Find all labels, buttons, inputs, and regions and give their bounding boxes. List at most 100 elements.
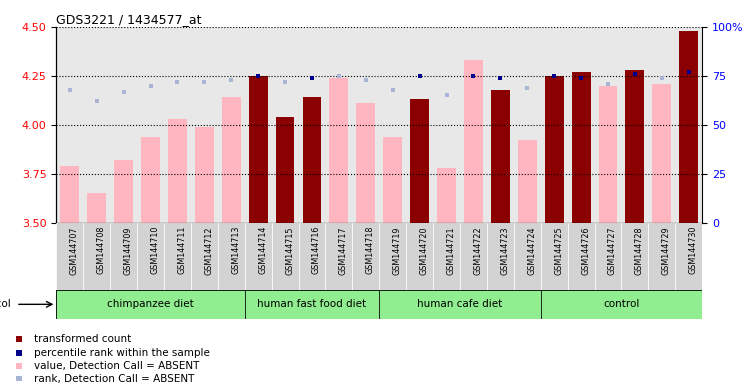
Text: GSM144721: GSM144721 [447, 226, 456, 275]
Bar [544, 76, 563, 223]
Bar [272, 223, 299, 290]
Text: GSM144720: GSM144720 [420, 226, 429, 275]
Bar [648, 27, 675, 223]
Bar [218, 27, 245, 223]
Bar [572, 72, 590, 223]
Bar [568, 27, 595, 223]
Bar [330, 78, 348, 223]
Bar [137, 27, 164, 223]
Bar [460, 27, 487, 223]
Text: GDS3221 / 1434577_at: GDS3221 / 1434577_at [56, 13, 202, 26]
Bar [299, 223, 325, 290]
Text: GSM144713: GSM144713 [231, 226, 240, 275]
Bar [622, 223, 648, 290]
Bar [164, 27, 191, 223]
Bar [622, 27, 648, 223]
Bar [514, 223, 541, 290]
Bar [491, 89, 510, 223]
Bar [110, 27, 137, 223]
Text: GSM144722: GSM144722 [473, 226, 482, 275]
Text: GSM144710: GSM144710 [150, 226, 159, 275]
Bar [379, 223, 406, 290]
Bar [110, 223, 137, 290]
Bar [406, 223, 433, 290]
Text: protocol: protocol [0, 299, 11, 310]
Bar [164, 223, 191, 290]
Text: GSM144707: GSM144707 [70, 226, 79, 275]
Bar [191, 223, 218, 290]
Text: GSM144708: GSM144708 [97, 226, 106, 275]
Bar [568, 223, 595, 290]
Bar [352, 223, 379, 290]
Bar [83, 223, 110, 290]
Text: GSM144723: GSM144723 [500, 226, 509, 275]
Text: GSM144709: GSM144709 [124, 226, 133, 275]
Bar [433, 27, 460, 223]
Bar [675, 223, 702, 290]
Bar [352, 27, 379, 223]
Bar [141, 137, 160, 223]
Bar [87, 194, 106, 223]
Bar [325, 223, 352, 290]
Text: GSM144725: GSM144725 [554, 226, 563, 275]
Bar [541, 290, 702, 319]
Text: GSM144727: GSM144727 [608, 226, 617, 275]
Bar [410, 99, 429, 223]
Bar [303, 98, 321, 223]
Bar [245, 27, 272, 223]
Bar [276, 117, 294, 223]
Text: GSM144730: GSM144730 [689, 226, 698, 275]
Text: GSM144716: GSM144716 [312, 226, 321, 275]
Bar [599, 86, 617, 223]
Bar [83, 27, 110, 223]
Bar [487, 223, 514, 290]
Bar [595, 27, 622, 223]
Text: transformed count: transformed count [34, 334, 131, 344]
Bar [272, 27, 299, 223]
Bar [299, 27, 325, 223]
Bar [325, 27, 352, 223]
Bar [653, 84, 671, 223]
Text: GSM144715: GSM144715 [285, 226, 294, 275]
Text: control: control [603, 299, 640, 310]
Text: chimpanzee diet: chimpanzee diet [107, 299, 194, 310]
Text: GSM144726: GSM144726 [581, 226, 590, 275]
Text: GSM144717: GSM144717 [339, 226, 348, 275]
Bar [56, 290, 245, 319]
Bar [541, 223, 568, 290]
Text: percentile rank within the sample: percentile rank within the sample [34, 348, 210, 358]
Bar [518, 141, 537, 223]
Text: GSM144718: GSM144718 [366, 226, 375, 275]
Bar [675, 27, 702, 223]
Text: human fast food diet: human fast food diet [258, 299, 366, 310]
Bar [357, 103, 376, 223]
Bar [460, 223, 487, 290]
Text: human cafe diet: human cafe diet [418, 299, 502, 310]
Text: GSM144714: GSM144714 [258, 226, 267, 275]
Bar [168, 119, 187, 223]
Bar [648, 223, 675, 290]
Bar [437, 168, 456, 223]
Bar [595, 223, 622, 290]
Bar [249, 76, 267, 223]
Text: GSM144719: GSM144719 [393, 226, 402, 275]
Bar [245, 290, 379, 319]
Bar [680, 31, 698, 223]
Bar [626, 70, 644, 223]
Bar [218, 223, 245, 290]
Bar [514, 27, 541, 223]
Text: GSM144724: GSM144724 [527, 226, 536, 275]
Bar [195, 127, 214, 223]
Bar [379, 27, 406, 223]
Bar [406, 27, 433, 223]
Text: value, Detection Call = ABSENT: value, Detection Call = ABSENT [34, 361, 199, 371]
Text: GSM144728: GSM144728 [635, 226, 644, 275]
Bar [222, 98, 240, 223]
Text: GSM144712: GSM144712 [204, 226, 213, 275]
Bar [137, 223, 164, 290]
Bar [433, 223, 460, 290]
Bar [56, 223, 83, 290]
Bar [245, 223, 272, 290]
Bar [56, 27, 83, 223]
Bar [114, 160, 133, 223]
